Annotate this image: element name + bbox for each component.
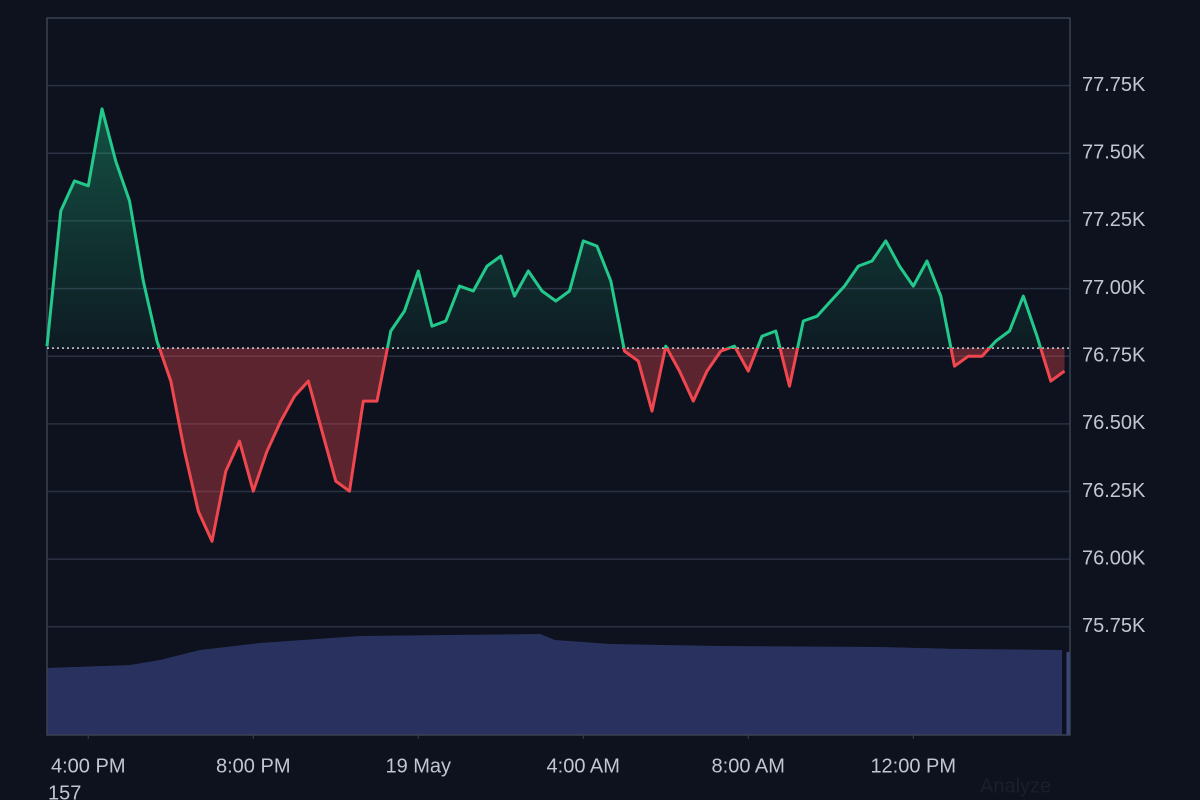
x-tick-label: 12:00 PM <box>870 755 956 777</box>
y-tick-label: 76.75K <box>1082 344 1146 366</box>
y-tick-label: 77.25K <box>1082 209 1146 231</box>
y-tick-label: 76.00K <box>1082 547 1146 569</box>
volume-area <box>47 634 1062 735</box>
x-tick-label: 4:00 AM <box>547 755 620 777</box>
price-line <box>45 107 1066 543</box>
x-tick-label: 4:00 PM <box>51 755 125 777</box>
x-tick-label: 8:00 AM <box>712 755 785 777</box>
y-tick-label: 76.25K <box>1082 480 1146 502</box>
y-tick-label: 76.50K <box>1082 412 1146 434</box>
y-tick-label: 77.75K <box>1082 74 1146 96</box>
y-tick-label: 75.75K <box>1082 615 1146 637</box>
y-tick-label: 77.50K <box>1082 142 1146 164</box>
y-tick-label: 77.00K <box>1082 277 1146 299</box>
x-tick-label: 19 May <box>385 755 451 777</box>
plot-frame <box>46 17 1071 736</box>
area-fill <box>47 108 1065 542</box>
corner-label: 157 <box>48 782 81 800</box>
analyze-link[interactable]: Analyze <box>980 775 1051 797</box>
x-tick-label: 8:00 PM <box>216 755 290 777</box>
